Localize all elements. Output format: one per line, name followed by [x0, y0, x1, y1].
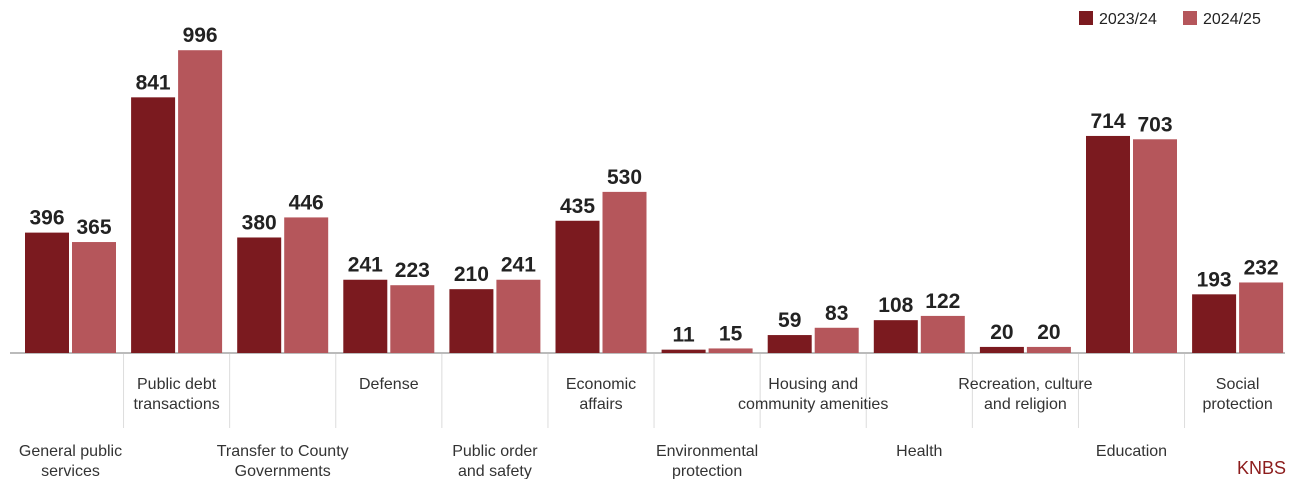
source-label: KNBS [1237, 458, 1286, 478]
category-label-line: and religion [984, 396, 1067, 413]
value-label-general-public-services-2024-25: 365 [76, 216, 111, 239]
bar-social-protection-2024-25 [1239, 282, 1284, 353]
value-label-economic-affairs-2024-25: 530 [607, 166, 642, 189]
value-label-public-order-and-safety-2023-24: 210 [454, 263, 489, 286]
value-label-transfer-to-county-governments-2023-24: 380 [242, 211, 277, 234]
category-label-general-public-services: General public services [19, 443, 122, 479]
value-label-economic-affairs-2023-24: 435 [560, 195, 595, 218]
category-label-line: Health [896, 443, 942, 460]
category-label-environmental-protection: Environmental protection [656, 443, 758, 479]
category-label-line: Governments [235, 463, 331, 479]
legend-swatch-2024-25 [1183, 11, 1197, 25]
labels-layer: 396 365 General public services 841 996 Public… [19, 24, 1279, 479]
category-label-line: Environmental [656, 443, 758, 460]
value-label-public-debt-transactions-2023-24: 841 [136, 71, 171, 94]
value-label-education-2024-25: 703 [1137, 113, 1172, 136]
bar-health-2023-24 [873, 320, 918, 353]
category-label-line: Transfer to County [217, 443, 349, 460]
bar-housing-and-community-amenities-2024-25 [814, 327, 859, 353]
legend-label-2024-25: 2024/25 [1203, 11, 1261, 28]
value-label-social-protection-2023-24: 193 [1197, 268, 1232, 291]
category-label-line: affairs [579, 396, 622, 413]
bar-environmental-protection-2024-25 [708, 348, 753, 353]
value-label-social-protection-2024-25: 232 [1244, 256, 1279, 279]
bar-general-public-services-2023-24 [25, 232, 69, 353]
bar-housing-and-community-amenities-2023-24 [767, 335, 812, 353]
bar-economic-affairs-2023-24 [555, 220, 600, 353]
value-label-defense-2023-24: 241 [348, 254, 383, 277]
value-label-education-2023-24: 714 [1090, 110, 1125, 133]
value-label-health-2024-25: 122 [925, 290, 960, 313]
legend-label-2023-24: 2023/24 [1099, 11, 1157, 28]
category-label-housing-and-community-amenities: Housing and community amenities [738, 376, 888, 413]
category-label-economic-affairs: Economic affairs [566, 376, 636, 413]
category-label-line: protection [672, 463, 742, 479]
value-label-transfer-to-county-governments-2024-25: 446 [289, 191, 324, 214]
value-label-environmental-protection-2023-24: 11 [672, 324, 695, 347]
bar-environmental-protection-2023-24 [661, 349, 706, 353]
bar-education-2023-24 [1086, 135, 1130, 353]
category-label-health: Health [896, 443, 942, 460]
category-label-social-protection: Social protection [1202, 376, 1272, 413]
value-label-health-2023-24: 108 [878, 294, 913, 317]
value-label-housing-and-community-amenities-2023-24: 59 [778, 309, 801, 332]
bar-recreation-culture-and-religion-2023-24 [979, 346, 1024, 353]
category-label-line: Education [1096, 443, 1167, 460]
bar-social-protection-2023-24 [1192, 294, 1237, 353]
bar-defense-2024-25 [390, 285, 435, 353]
bars-layer [25, 50, 1284, 353]
value-label-housing-and-community-amenities-2024-25: 83 [825, 302, 848, 325]
bar-recreation-culture-and-religion-2024-25 [1026, 346, 1071, 353]
value-label-environmental-protection-2024-25: 15 [719, 322, 743, 345]
legend-swatch-2023-24 [1079, 11, 1093, 25]
bar-public-debt-transactions-2023-24 [131, 97, 176, 353]
category-label-education: Education [1096, 443, 1167, 460]
bar-education-2024-25 [1133, 139, 1177, 353]
bar-health-2024-25 [920, 315, 965, 353]
value-label-general-public-services-2023-24: 396 [29, 207, 64, 230]
category-label-line: Public debt [137, 376, 217, 393]
value-label-recreation-culture-and-religion-2024-25: 20 [1037, 321, 1060, 344]
category-label-line: protection [1202, 396, 1272, 413]
category-label-recreation-culture-and-religion: Recreation, culture and religion [958, 376, 1092, 413]
bar-transfer-to-county-governments-2024-25 [284, 217, 329, 353]
category-label-line: Recreation, culture [958, 376, 1092, 393]
legend: 2023/24 2024/25 [1079, 11, 1261, 28]
bar-general-public-services-2024-25 [72, 242, 116, 353]
category-label-transfer-to-county-governments: Transfer to County Governments [217, 443, 349, 479]
bar-public-order-and-safety-2024-25 [496, 279, 541, 353]
category-label-line: Defense [359, 376, 419, 393]
category-label-line: services [41, 463, 100, 479]
category-label-line: and safety [458, 463, 532, 479]
value-label-defense-2024-25: 223 [395, 259, 430, 282]
category-label-line: transactions [133, 396, 219, 413]
axis-layer [10, 352, 1285, 428]
category-label-line: General public [19, 443, 122, 460]
category-label-public-order-and-safety: Public order and safety [452, 443, 538, 479]
bar-public-debt-transactions-2024-25 [178, 50, 223, 353]
value-label-public-order-and-safety-2024-25: 241 [501, 254, 536, 277]
bar-public-order-and-safety-2023-24 [449, 289, 494, 353]
category-label-line: community amenities [738, 396, 888, 413]
category-label-public-debt-transactions: Public debt transactions [133, 376, 219, 413]
category-label-line: Housing and [768, 376, 858, 393]
category-label-line: Social [1216, 376, 1260, 393]
bar-defense-2023-24 [343, 279, 388, 353]
value-label-public-debt-transactions-2024-25: 996 [183, 24, 218, 47]
category-label-line: Public order [452, 443, 538, 460]
category-label-defense: Defense [359, 376, 419, 393]
category-label-line: Economic [566, 376, 636, 393]
value-label-recreation-culture-and-religion-2023-24: 20 [990, 321, 1013, 344]
bar-transfer-to-county-governments-2023-24 [237, 237, 282, 353]
bar-economic-affairs-2024-25 [602, 191, 647, 353]
